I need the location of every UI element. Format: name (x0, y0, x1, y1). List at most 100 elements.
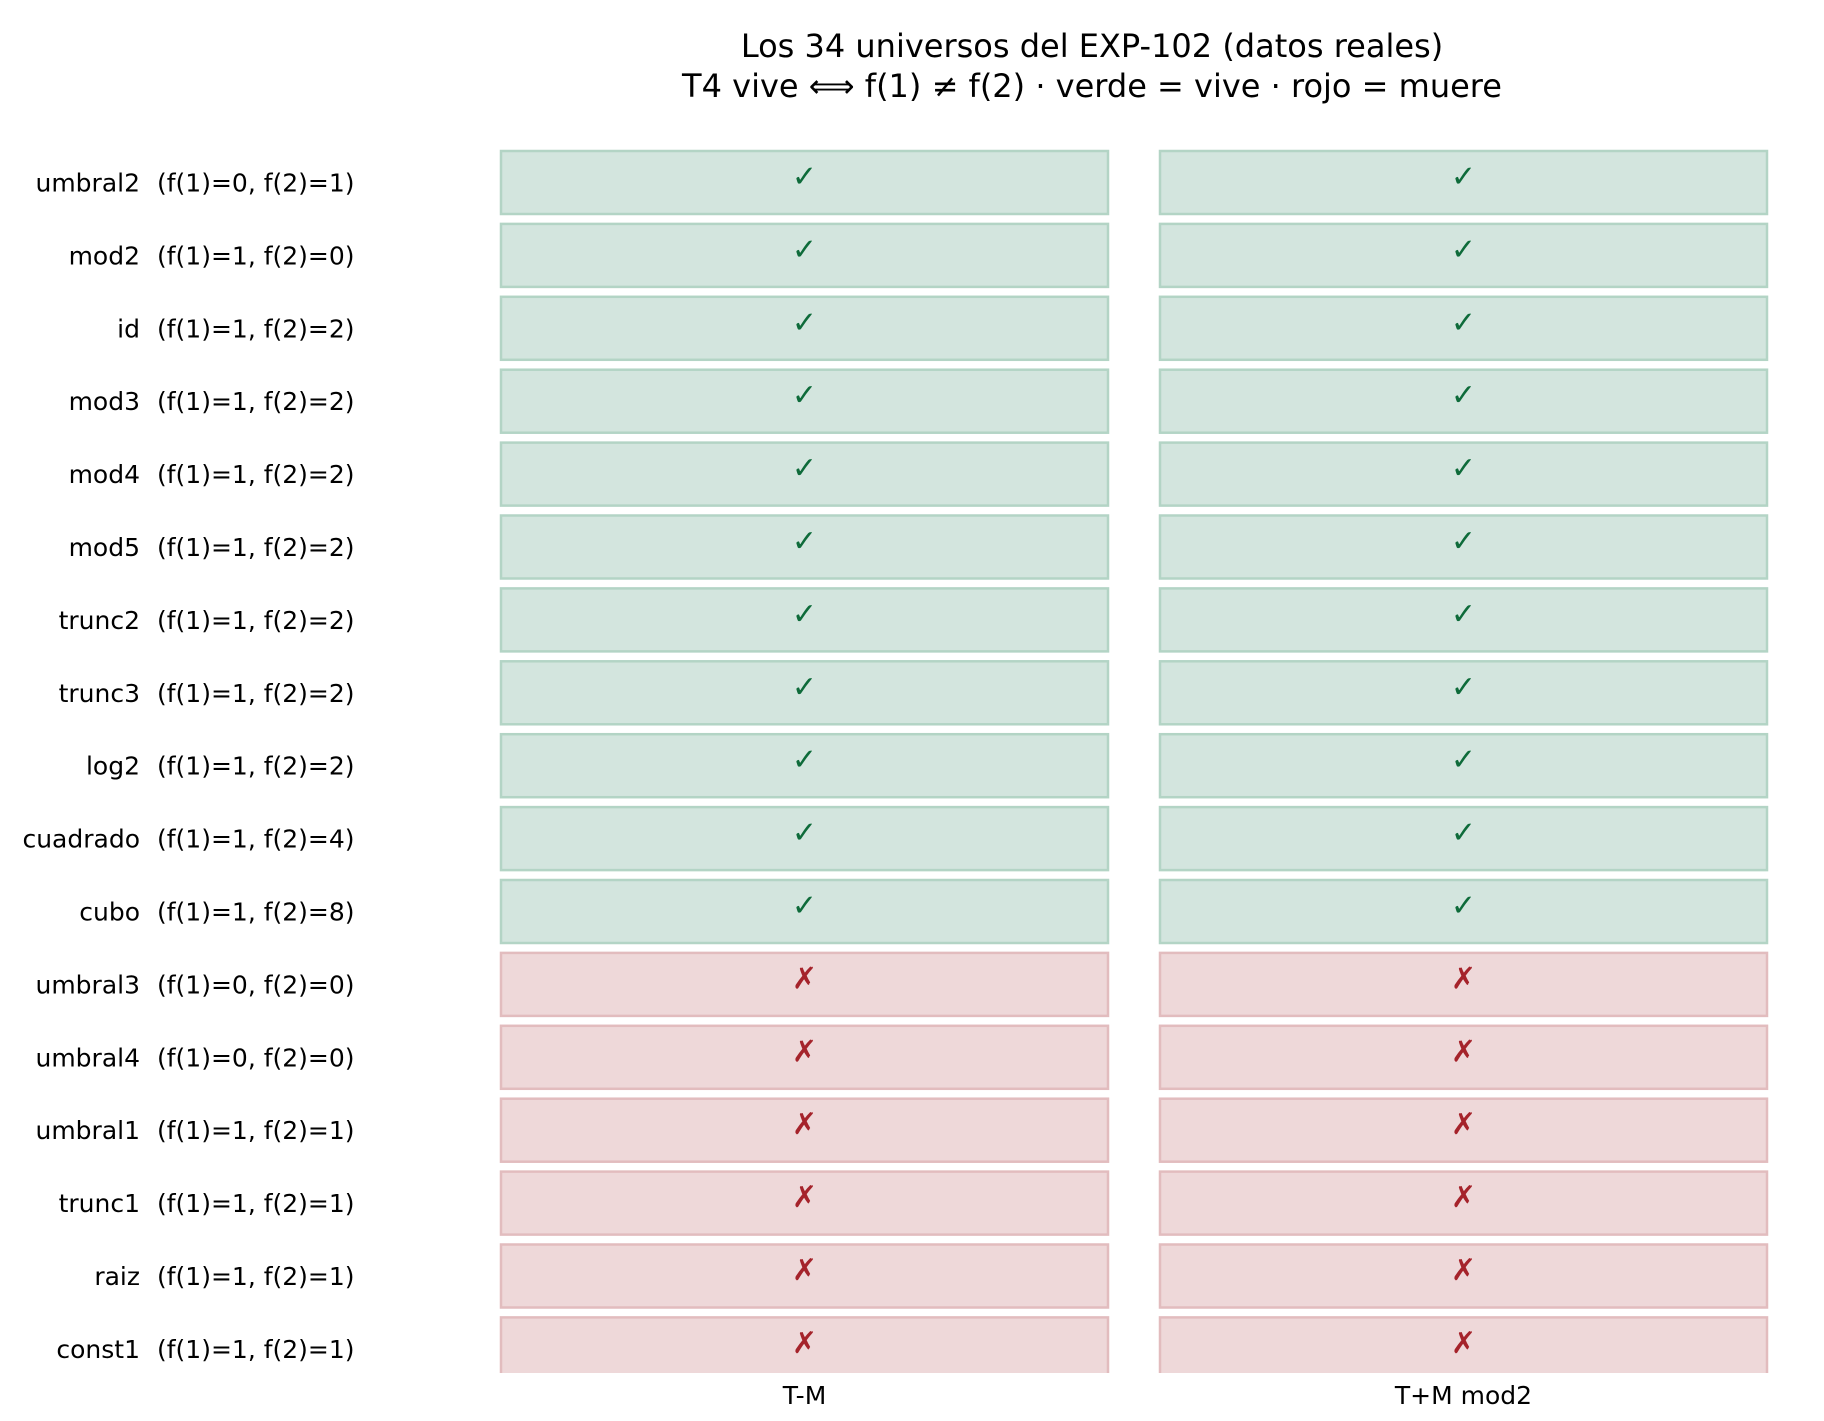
row-label-values: (f(1)=1, f(2)=1) (157, 1189, 355, 1218)
cross-mark-icon: ✗ (792, 961, 817, 996)
row-label-name: umbral3 (35, 970, 140, 999)
status-cell (499, 295, 1110, 362)
cross-mark-icon: ✗ (1451, 1107, 1476, 1142)
row-label-name: cubo (79, 898, 140, 927)
row-label-values: (f(1)=1, f(2)=2) (157, 387, 355, 416)
status-cell (1158, 732, 1769, 799)
status-cell (499, 587, 1110, 653)
row-label-values: (f(1)=1, f(2)=2) (157, 533, 355, 562)
row-label-name: umbral1 (35, 1116, 140, 1145)
row-label-values: (f(1)=0, f(2)=0) (157, 1043, 355, 1072)
row-label-name: umbral2 (35, 169, 140, 198)
row-label-values: (f(1)=1, f(2)=8) (157, 898, 355, 927)
status-cell (1158, 1316, 1769, 1373)
status-cell (1158, 587, 1769, 653)
status-cell (1158, 951, 1769, 1018)
row-label-values: (f(1)=1, f(2)=2) (157, 606, 355, 635)
cross-mark-icon: ✗ (1451, 1326, 1476, 1361)
status-cell (499, 732, 1110, 799)
status-cell (499, 805, 1110, 872)
status-cell (499, 368, 1110, 434)
status-cell (499, 878, 1110, 945)
cross-mark-icon: ✗ (1451, 1253, 1476, 1288)
row-label-name: mod5 (69, 533, 140, 562)
check-mark-icon: ✓ (1451, 378, 1476, 413)
chart-title: Los 34 universos del EXP-102 (datos real… (741, 27, 1443, 65)
check-mark-icon: ✓ (1451, 743, 1476, 778)
cross-mark-icon: ✗ (792, 1253, 817, 1288)
row-label-name: raiz (94, 1262, 140, 1291)
status-cell (499, 1243, 1110, 1309)
status-cell (1158, 514, 1769, 580)
row-label-values: (f(1)=1, f(2)=2) (157, 460, 355, 489)
check-mark-icon: ✓ (792, 160, 817, 195)
row-label-name: mod2 (69, 241, 140, 270)
status-cell (499, 1024, 1110, 1091)
row-label-values: (f(1)=1, f(2)=1) (157, 1335, 355, 1364)
cell-grid: ✓ ✓ ✓ ✓ ✓ ✓ ✓ ✓ ✓ ✓ ✓ ✓ ✓ ✓ ✓ ✓ ✓ ✓ ✓ ✓ ✓ ✓ ✗ ✗ ✗ ✗ ✗ ✗ ✗ ✗ ✗ ✗ ✗ ✗ (499, 149, 1769, 1373)
column-label: T+M mod2 (1394, 1381, 1532, 1410)
row-label-name: trunc2 (59, 606, 140, 635)
row-label-name: const1 (56, 1335, 140, 1364)
row-label-values: (f(1)=1, f(2)=4) (157, 825, 355, 854)
row-label-name: umbral4 (35, 1043, 140, 1072)
cross-mark-icon: ✗ (1451, 961, 1476, 996)
status-cell (499, 951, 1110, 1018)
status-cell (499, 514, 1110, 580)
check-mark-icon: ✓ (792, 816, 817, 851)
check-mark-icon: ✓ (1451, 889, 1476, 924)
status-cell (499, 222, 1110, 289)
check-mark-icon: ✓ (1451, 160, 1476, 195)
row-label-name: log2 (86, 752, 140, 781)
row-label-values: (f(1)=1, f(2)=2) (157, 314, 355, 343)
row-label-values: (f(1)=0, f(2)=0) (157, 970, 355, 999)
check-mark-icon: ✓ (1451, 597, 1476, 632)
status-cell (1158, 878, 1769, 945)
cross-mark-icon: ✗ (792, 1034, 817, 1069)
row-label-values: (f(1)=1, f(2)=2) (157, 752, 355, 781)
check-mark-icon: ✓ (792, 743, 817, 778)
cross-mark-icon: ✗ (1451, 1034, 1476, 1069)
status-cell (1158, 149, 1769, 216)
row-label-values: (f(1)=0, f(2)=1) (157, 169, 355, 198)
check-mark-icon: ✓ (1451, 670, 1476, 705)
check-mark-icon: ✓ (792, 889, 817, 924)
check-mark-icon: ✓ (1451, 305, 1476, 340)
row-label-name: trunc1 (59, 1189, 140, 1218)
check-mark-icon: ✓ (1451, 232, 1476, 267)
column-labels: T-M T+M mod2 (782, 1381, 1532, 1410)
status-cell (1158, 1243, 1769, 1309)
row-label-name: mod3 (69, 387, 140, 416)
cross-mark-icon: ✗ (792, 1107, 817, 1142)
check-mark-icon: ✓ (792, 524, 817, 559)
row-label-values: (f(1)=1, f(2)=1) (157, 1116, 355, 1145)
check-mark-icon: ✓ (792, 597, 817, 632)
row-label-values: (f(1)=1, f(2)=0) (157, 241, 355, 270)
status-cell (1158, 441, 1769, 507)
status-cell (499, 441, 1110, 507)
check-mark-icon: ✓ (792, 670, 817, 705)
row-label-name: id (117, 314, 140, 343)
check-mark-icon: ✓ (792, 451, 817, 486)
row-labels: umbral2 (f(1)=0, f(2)=1) mod2 (f(1)=1, f(2)… (22, 169, 354, 1364)
row-label-name: cuadrado (22, 825, 140, 854)
status-cell (1158, 805, 1769, 872)
row-label-name: mod4 (69, 460, 140, 489)
status-cell (499, 1316, 1110, 1373)
status-cell (1158, 1024, 1769, 1091)
cross-mark-icon: ✗ (1451, 1180, 1476, 1215)
cross-mark-icon: ✗ (792, 1180, 817, 1215)
status-cell (499, 660, 1110, 726)
status-cell (1158, 222, 1769, 289)
status-cell (499, 1170, 1110, 1236)
status-cell (499, 149, 1110, 216)
check-mark-icon: ✓ (1451, 524, 1476, 559)
status-cell (1158, 660, 1769, 726)
row-label-name: trunc3 (59, 679, 140, 708)
status-cell (1158, 1097, 1769, 1163)
row-label-values: (f(1)=1, f(2)=1) (157, 1262, 355, 1291)
check-mark-icon: ✓ (1451, 816, 1476, 851)
row-label-values: (f(1)=1, f(2)=2) (157, 679, 355, 708)
chart-subtitle: T4 vive ⟺ f(1) ≠ f(2) · verde = vive · r… (681, 67, 1502, 105)
